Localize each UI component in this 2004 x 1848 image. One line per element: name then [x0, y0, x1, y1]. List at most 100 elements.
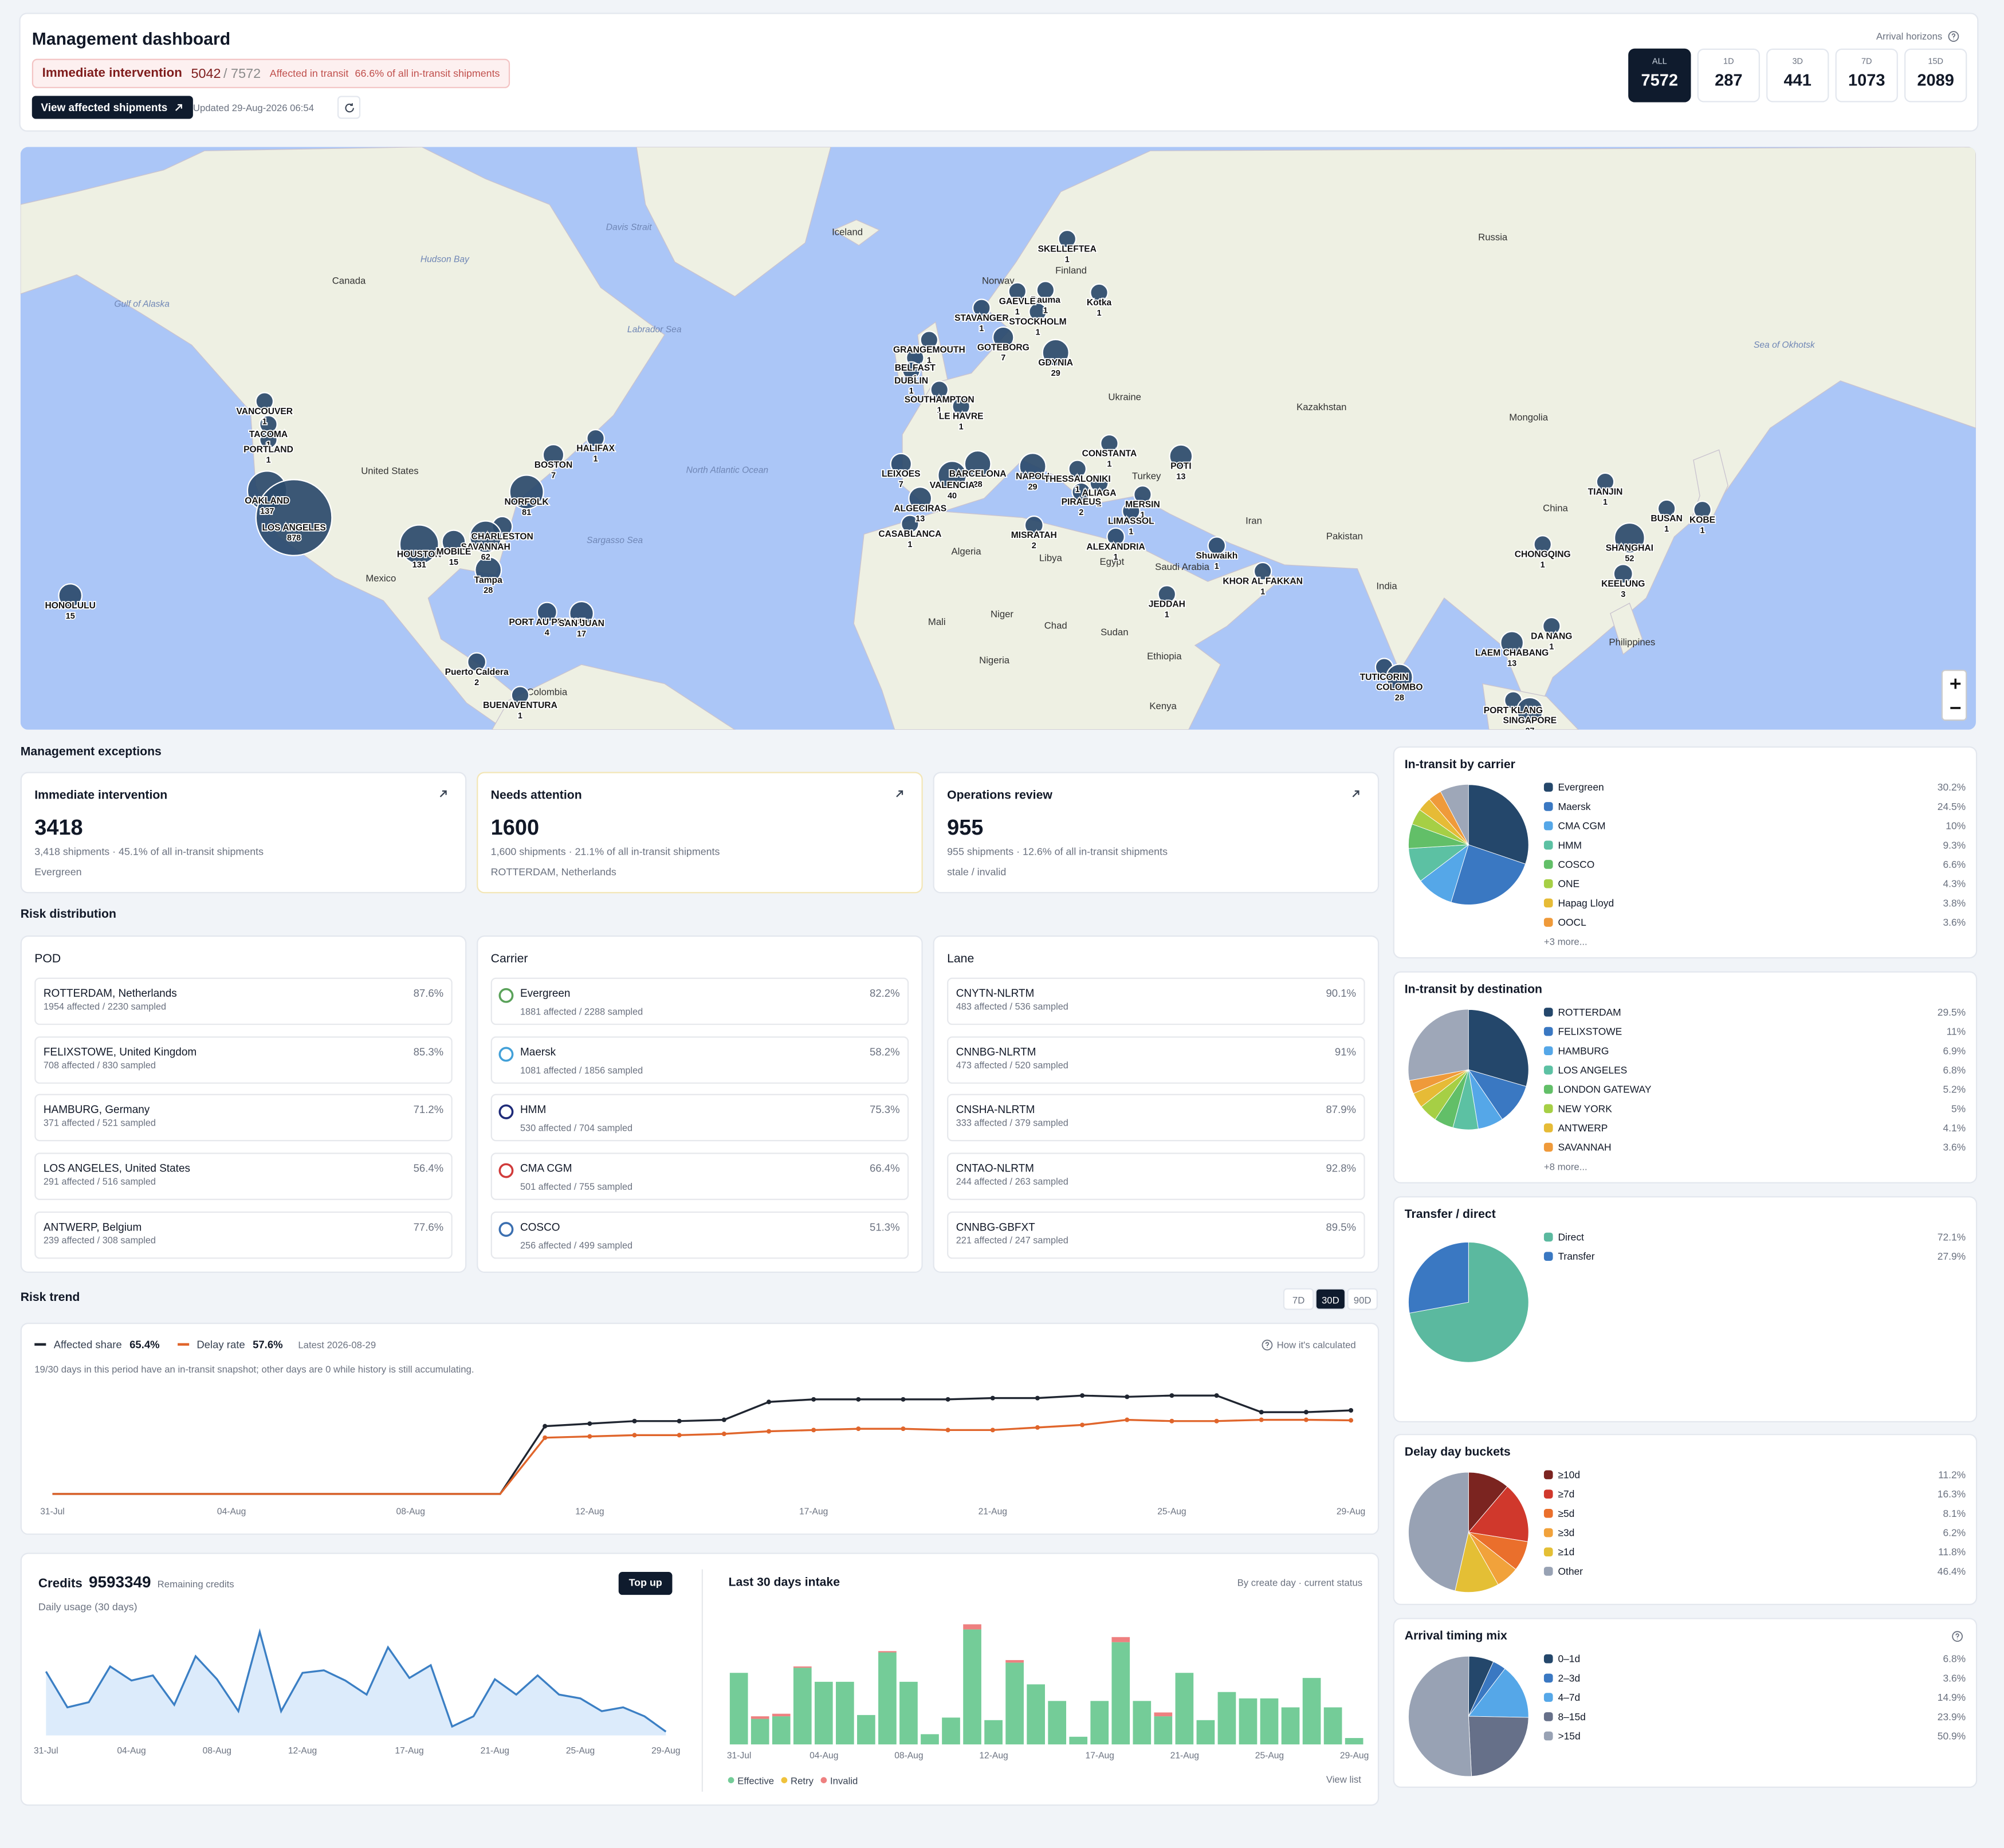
port-marker[interactable] — [536, 601, 557, 623]
port-marker[interactable] — [1613, 564, 1633, 584]
port-marker[interactable] — [1253, 561, 1272, 581]
legend-more[interactable]: +8 more... — [1544, 1161, 1588, 1172]
port-marker[interactable] — [1019, 453, 1047, 481]
port-marker[interactable] — [441, 529, 466, 555]
risk-row[interactable]: CNNBG-GBFXT 221 affected / 247 sampled 89.… — [947, 1211, 1365, 1259]
port-marker[interactable] — [901, 514, 920, 533]
port-marker[interactable] — [58, 583, 83, 608]
risk-row[interactable]: HAMBURG, Germany 371 affected / 521 sampl… — [34, 1094, 453, 1142]
port-marker[interactable] — [930, 380, 949, 399]
port-marker[interactable] — [937, 461, 967, 490]
risk-row[interactable]: CMA CGM 501 affected / 755 sampled 66.4% — [490, 1153, 909, 1201]
risk-row[interactable]: CNNBG-NLRTM 473 affected / 520 sampled 91% — [947, 1036, 1365, 1084]
range-tab[interactable]: 90D — [1347, 1288, 1378, 1310]
alert-pill: Immediate intervention 5042/ 7572 Affected… — [32, 58, 510, 88]
risk-row[interactable]: CNSHA-NLRTM 333 affected / 379 sampled 87.… — [947, 1094, 1365, 1142]
port-marker[interactable] — [1068, 459, 1087, 479]
legend-label: Retry — [791, 1775, 814, 1786]
port-marker[interactable] — [952, 397, 970, 416]
risk-row[interactable]: CNTAO-NLRTM 244 affected / 263 sampled 92.… — [947, 1153, 1365, 1201]
horizon-tab[interactable]: ALL 7572 — [1628, 48, 1691, 103]
risk-row[interactable]: Evergreen 1881 affected / 2288 sampled 82.… — [490, 977, 909, 1025]
port-marker[interactable] — [1106, 527, 1125, 546]
port-marker[interactable] — [467, 652, 487, 672]
port-marker[interactable] — [1122, 502, 1141, 521]
port-marker[interactable] — [1100, 434, 1119, 453]
zoom-in-button[interactable] — [1943, 671, 1968, 697]
port-marker[interactable] — [1058, 229, 1077, 249]
port-marker[interactable] — [1089, 473, 1109, 493]
port-marker[interactable] — [1157, 585, 1177, 604]
trend-point — [990, 1428, 995, 1433]
exception-link[interactable] — [895, 788, 905, 801]
port-marker[interactable] — [509, 474, 544, 510]
risk-row[interactable]: HMM 530 affected / 704 sampled 75.3% — [490, 1094, 909, 1142]
zoom-out-button[interactable] — [1943, 695, 1968, 721]
legend-value: 65.4% — [129, 1338, 160, 1351]
port-marker[interactable] — [1036, 281, 1055, 300]
port-marker[interactable] — [399, 524, 439, 565]
port-marker[interactable] — [1008, 282, 1027, 301]
risk-row[interactable]: CNYTN-NLRTM 483 affected / 536 sampled 90.… — [947, 977, 1365, 1025]
port-marker[interactable] — [1693, 500, 1712, 520]
risk-row[interactable]: LOS ANGELES, United States 291 affected /… — [34, 1153, 453, 1201]
port-marker[interactable] — [1500, 631, 1524, 655]
port-marker[interactable] — [586, 428, 605, 448]
trend-help[interactable]: How it's calculated — [1262, 1339, 1356, 1351]
port-marker[interactable] — [1042, 339, 1070, 367]
risk-row[interactable]: ANTWERP, Belgium 239 affected / 308 sampl… — [34, 1211, 453, 1259]
port-marker[interactable] — [469, 520, 502, 553]
port-marker[interactable] — [890, 453, 913, 475]
port-marker[interactable] — [1169, 444, 1193, 469]
port-marker[interactable] — [255, 479, 333, 556]
port-marker[interactable] — [542, 443, 565, 466]
legend-more[interactable]: +3 more... — [1544, 937, 1588, 947]
legend-label: 2–3d — [1558, 1672, 1580, 1684]
port-marker[interactable] — [920, 331, 939, 349]
port-marker[interactable] — [255, 392, 274, 411]
range-tab[interactable]: 30D — [1315, 1288, 1346, 1310]
risk-row[interactable]: FELIXSTOWE, United Kingdom 708 affected /… — [34, 1036, 453, 1084]
port-marker[interactable] — [908, 486, 933, 510]
port-marker[interactable] — [1614, 522, 1645, 554]
horizon-tab[interactable]: 15D 2089 — [1904, 48, 1967, 103]
risk-row-share: 87.9% — [1326, 1103, 1356, 1116]
trend-point — [1035, 1395, 1040, 1401]
exception-link[interactable] — [438, 788, 449, 801]
port-marker[interactable] — [569, 600, 594, 626]
exception-detail: 955 shipments · 12.6% of all in-transit … — [947, 846, 1168, 858]
intake-bar — [1111, 1637, 1130, 1642]
port-marker[interactable] — [964, 450, 992, 478]
port-marker[interactable] — [1207, 536, 1227, 555]
port-marker[interactable] — [902, 361, 921, 380]
port-marker[interactable] — [972, 298, 991, 317]
exception-link[interactable] — [1351, 788, 1361, 801]
port-marker[interactable] — [1516, 697, 1544, 725]
horizon-tab[interactable]: 3D 441 — [1766, 48, 1829, 103]
port-marker[interactable] — [1024, 515, 1044, 535]
port-marker[interactable] — [1542, 616, 1561, 636]
port-marker[interactable] — [474, 556, 502, 584]
risk-row[interactable]: COSCO 256 affected / 499 sampled 51.3% — [490, 1211, 909, 1259]
port-marker[interactable] — [1028, 302, 1047, 321]
port-marker[interactable] — [259, 430, 278, 449]
horizon-tab[interactable]: 1D 287 — [1697, 48, 1760, 103]
refresh-button[interactable] — [337, 96, 361, 119]
range-tab[interactable]: 7D — [1283, 1288, 1314, 1310]
port-marker[interactable] — [1657, 499, 1676, 518]
risk-row[interactable]: ROTTERDAM, Netherlands 1954 affected / 22… — [34, 977, 453, 1025]
port-marker[interactable] — [1533, 535, 1552, 554]
view-list-link[interactable]: View list — [1326, 1774, 1361, 1786]
risk-row[interactable]: Maersk 1081 affected / 1856 sampled 58.2% — [490, 1036, 909, 1084]
port-marker[interactable] — [1071, 482, 1091, 502]
port-marker[interactable] — [510, 686, 530, 705]
trend-line — [52, 1394, 1351, 1495]
port-marker[interactable] — [1385, 663, 1413, 691]
port-marker[interactable] — [1090, 283, 1109, 302]
port-marker[interactable] — [1133, 485, 1152, 504]
view-affected-button[interactable]: View affected shipments — [32, 96, 193, 119]
top-up-button[interactable]: Top up — [618, 1572, 673, 1595]
port-marker[interactable] — [992, 326, 1015, 349]
horizon-tab[interactable]: 7D 1073 — [1835, 48, 1898, 103]
port-marker[interactable] — [1596, 472, 1615, 492]
